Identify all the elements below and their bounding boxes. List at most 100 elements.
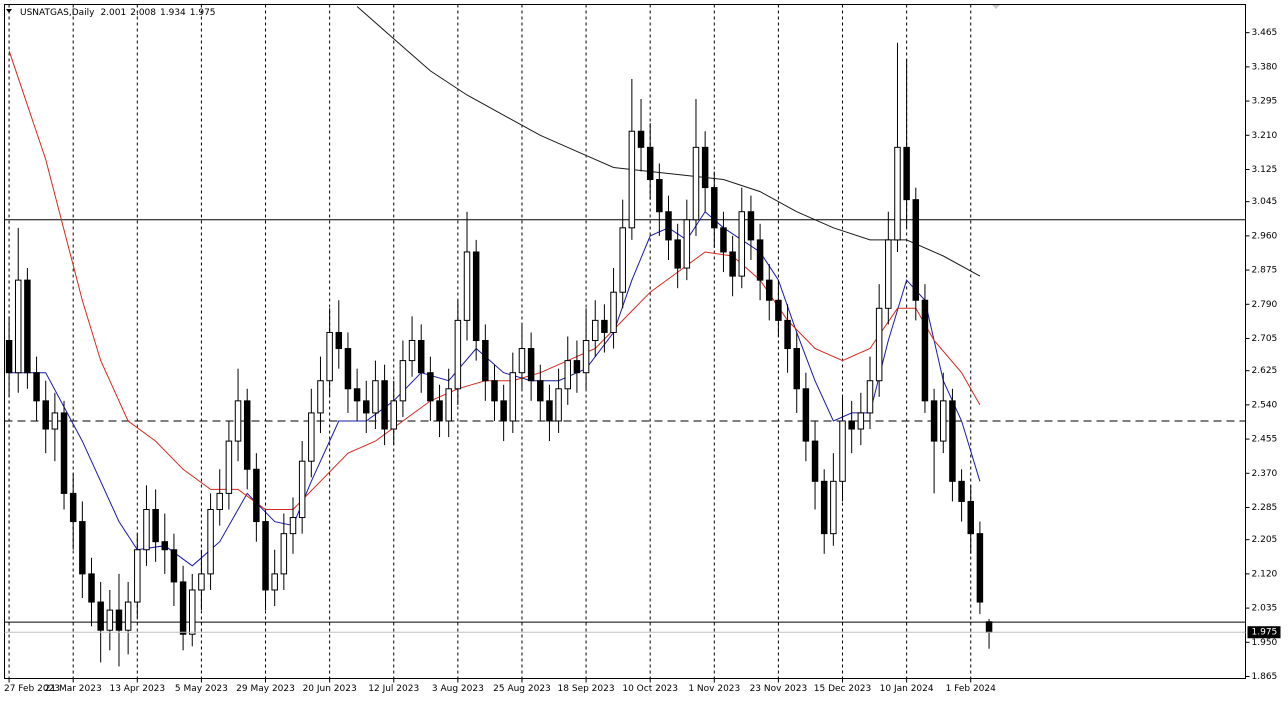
- header-close: 1.975: [190, 8, 216, 18]
- y-tick-label: 3.295: [1252, 97, 1278, 107]
- candle-body: [463, 251, 471, 321]
- candle-body: [894, 146, 901, 241]
- candle-body: [189, 589, 196, 635]
- candle-body: [500, 400, 507, 422]
- candle-body: [930, 400, 938, 442]
- candle-body: [720, 227, 727, 253]
- candle-body: [417, 339, 425, 374]
- candle-body: [134, 549, 141, 603]
- candle-body: [711, 187, 718, 229]
- candle-body: [234, 400, 242, 442]
- candle-body: [427, 372, 434, 402]
- y-tick-label: 2.540: [1252, 400, 1278, 410]
- y-tick-label: 2.790: [1252, 300, 1278, 310]
- candle-body: [582, 339, 590, 374]
- candle-body: [738, 211, 746, 277]
- candle-body: [775, 299, 782, 321]
- candle-body: [5, 339, 13, 374]
- candle-body: [857, 412, 865, 430]
- candle-body: [555, 388, 562, 422]
- y-tick-label: 3.045: [1252, 197, 1278, 207]
- x-tick-label: 10 Oct 2023: [622, 684, 678, 694]
- candle-body: [830, 480, 837, 535]
- x-tick-label: 27 Feb 2023: [4, 684, 60, 694]
- x-tick-label: 18 Sep 2023: [558, 684, 615, 694]
- candle-body: [820, 480, 828, 535]
- candle-body: [262, 521, 269, 591]
- candle-body: [958, 480, 965, 502]
- candle-body: [610, 291, 617, 333]
- candle-body: [619, 227, 626, 293]
- candle-body: [152, 508, 159, 543]
- candle-body: [537, 380, 544, 402]
- candle-body: [601, 319, 608, 333]
- candle-body: [24, 279, 31, 374]
- candle-body: [97, 601, 104, 631]
- candle-body: [454, 319, 462, 390]
- candle-body: [170, 549, 178, 583]
- candle-body: [591, 319, 599, 341]
- y-tick-label: 3.210: [1252, 131, 1278, 141]
- candle-body: [33, 372, 40, 402]
- candle-body: [225, 440, 233, 494]
- candle-body: [903, 146, 910, 201]
- y-tick-label: 2.370: [1252, 469, 1278, 479]
- y-tick-label: 1.950: [1252, 638, 1278, 648]
- y-tick-label: 2.625: [1252, 366, 1278, 376]
- x-tick-label: 3 Aug 2023: [432, 684, 484, 694]
- y-tick-label: 2.705: [1252, 334, 1278, 344]
- candle-body: [51, 412, 59, 430]
- candle-body: [372, 380, 379, 414]
- candle-body: [637, 130, 645, 148]
- candle-body: [344, 348, 352, 390]
- header-low: 1.934: [160, 8, 186, 18]
- candle-body: [143, 508, 150, 551]
- candle-body: [518, 348, 526, 374]
- candle-body: [353, 388, 361, 402]
- x-tick-label: 25 Aug 2023: [493, 684, 551, 694]
- y-tick-label: 2.120: [1252, 569, 1278, 579]
- moving-average: [356, 6, 981, 277]
- header-open: 2.001: [100, 8, 126, 18]
- candle-body: [949, 400, 956, 482]
- candle-body: [88, 573, 95, 603]
- x-tick-label: 5 May 2023: [175, 684, 228, 694]
- candle-body: [848, 420, 855, 430]
- candle-body: [198, 573, 205, 591]
- chart-title: USNATGAS,Daily: [20, 8, 95, 18]
- candle-body: [253, 468, 260, 523]
- candle-body: [793, 348, 800, 390]
- candle-body: [811, 440, 819, 482]
- candle-body: [289, 517, 297, 535]
- shift-marker: [992, 5, 1000, 9]
- candle-body: [271, 573, 278, 591]
- candle-body: [784, 319, 791, 350]
- x-tick-label: 13 Apr 2023: [109, 684, 165, 694]
- x-tick-label: 1 Feb 2024: [946, 684, 997, 694]
- candle-body: [683, 219, 691, 269]
- candle-body: [527, 348, 535, 382]
- candle-body: [408, 339, 416, 362]
- candle-body: [940, 400, 947, 442]
- x-tick-label: 29 May 2023: [236, 684, 295, 694]
- last-price-label: 1.975: [1252, 628, 1278, 638]
- candle-body: [243, 400, 251, 470]
- candle-body: [14, 279, 22, 374]
- candle-body: [564, 360, 572, 390]
- y-tick-label: 3.125: [1252, 165, 1278, 175]
- candle-body: [701, 146, 709, 189]
- chart-header: USNATGAS,Daily 2.001 2.008 1.934 1.975: [20, 8, 216, 18]
- plot-frame: [4, 4, 1246, 679]
- y-tick-label: 2.960: [1252, 231, 1278, 241]
- candle-body: [399, 360, 407, 402]
- candle-body: [280, 533, 288, 575]
- y-tick-label: 3.380: [1252, 62, 1278, 72]
- candle-body: [912, 199, 920, 301]
- candle-body: [756, 239, 764, 281]
- candle-body: [326, 331, 333, 382]
- candle-body: [802, 388, 810, 442]
- x-tick-label: 10 Jan 2024: [880, 684, 934, 694]
- header-high: 2.008: [130, 8, 156, 18]
